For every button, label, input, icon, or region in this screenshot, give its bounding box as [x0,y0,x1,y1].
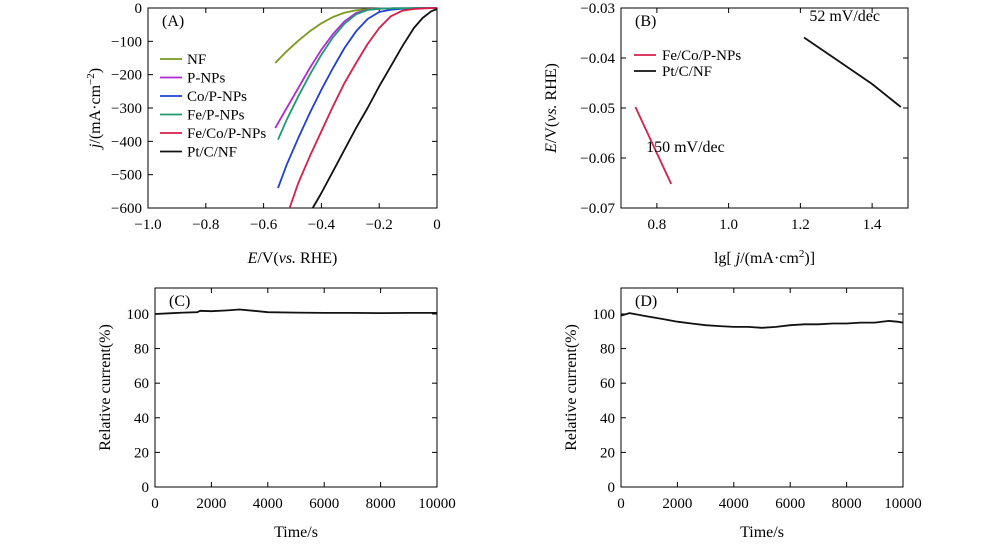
panel-a: −1.0 −0.8 −0.6 −0.4 −0.2 0 0 −100 −200 −300 −400 −5… [85,1,441,267]
x-tick-label: −0.4 [308,217,336,233]
series-line-nf [274,7,437,64]
y-tick-label: 20 [134,445,149,461]
y-tick-label: 60 [600,376,615,392]
x-tick-label: 4000 [253,496,283,512]
legend-label: NF [187,52,206,68]
legend-label: Pt/C/NF [187,145,237,161]
panel-label: (C) [169,293,190,310]
x-tick-label: 6000 [309,496,339,512]
y-tick-label: 60 [134,376,149,392]
slope-annotation: 150 mV/dec [646,139,725,156]
series-line-fe-p-nps [277,7,437,141]
plot-frame [154,287,438,488]
y-tick-label: 80 [134,342,149,358]
y-tick-label: −0.04 [580,51,615,67]
y-tick-label: −200 [111,68,142,84]
legend-label: P-NPs [187,71,226,87]
y-tick-label: 40 [600,411,615,427]
y-tick-label: 20 [600,445,615,461]
panel-b: 0.8 1.0 1.2 1.4 −0.03 −0.04 −0.05 −0.06 −0.07 (B)… [543,1,909,267]
series-line-p-nps [274,7,437,129]
slope-annotation: 52 mV/dec [809,8,880,25]
y-tick-label: −500 [111,168,142,184]
y-tick-label: 0 [608,480,616,496]
y-tick-label: 0 [135,1,143,17]
panel-c: 0 2000 4000 6000 8000 10000 0 20 40 60 80 100 (C) Tim… [97,287,456,541]
series-line-stability [154,308,437,315]
y-tick-label: 0 [142,480,150,496]
x-tick-label: −1.0 [134,217,161,233]
y-axis-title: Relative current(%) [97,324,114,451]
plot-frame [620,287,904,488]
panel-d: 0 2000 4000 6000 8000 10000 0 20 40 60 80 100 (D) Tim… [563,287,922,541]
series-line-pt-c-nf [311,8,438,209]
legend-label: Co/P-NPs [187,89,247,105]
x-tick-label: 0 [151,496,159,512]
y-tick-label: 40 [134,411,149,427]
y-tick-label: 100 [127,307,150,323]
y-tick-label: −400 [111,134,142,150]
y-tick-label: −0.06 [580,151,615,167]
x-tick-label: 1.2 [791,217,810,233]
y-tick-label: 80 [600,342,615,358]
x-tick-label: 8000 [366,496,396,512]
x-tick-label: −0.6 [250,217,278,233]
y-tick-label: −0.03 [580,1,615,17]
series-line-co-p-nps [277,7,437,189]
x-tick-label: 10000 [418,496,456,512]
x-tick-label: 0 [433,217,441,233]
x-tick-label: 1.0 [719,217,738,233]
x-tick-label: 2000 [196,496,226,512]
y-tick-label: −300 [111,101,142,117]
series-line-fe-co-p-nps [288,7,438,209]
y-axis-title: E/V(vs. RHE) [543,63,560,154]
x-tick-label: 8000 [832,496,862,512]
y-axis-title: Relative current(%) [563,324,580,451]
panel-label: (D) [635,293,657,310]
legend-label: Fe/P-NPs [187,108,245,124]
panel-label: (B) [635,13,656,30]
x-tick-label: 0.8 [648,217,667,233]
x-axis-title: lg[ j/(mA·cm2)] [714,248,815,267]
x-axis-title: Time/s [274,524,318,541]
x-tick-label: 10000 [884,496,922,512]
x-axis-title: E/V(vs. RHE) [247,250,338,267]
x-tick-label: −0.8 [192,217,219,233]
y-tick-label: −0.05 [580,101,615,117]
y-tick-label: −0.07 [580,201,615,217]
series-line-fe-co-p-nps [634,106,673,185]
series-line-stability [620,312,904,329]
legend-label: Fe/Co/P-NPs [662,48,741,64]
series-line-pt-c-nf [803,36,902,108]
legend-label: Pt/C/NF [662,64,712,80]
x-tick-label: 1.4 [863,217,882,233]
y-tick-label: −100 [111,34,142,50]
legend-label: Fe/Co/P-NPs [187,126,266,142]
x-tick-label: 6000 [775,496,805,512]
y-tick-label: 100 [593,307,616,323]
x-tick-label: 0 [617,496,625,512]
x-tick-label: −0.2 [366,217,393,233]
plot-frame [620,7,909,209]
y-axis-title: j/(mA·cm−2) [85,68,104,150]
y-tick-label: −600 [111,201,142,217]
x-axis-title: Time/s [740,524,784,541]
panel-label: (A) [162,13,184,30]
x-tick-label: 4000 [719,496,749,512]
x-tick-label: 2000 [662,496,692,512]
